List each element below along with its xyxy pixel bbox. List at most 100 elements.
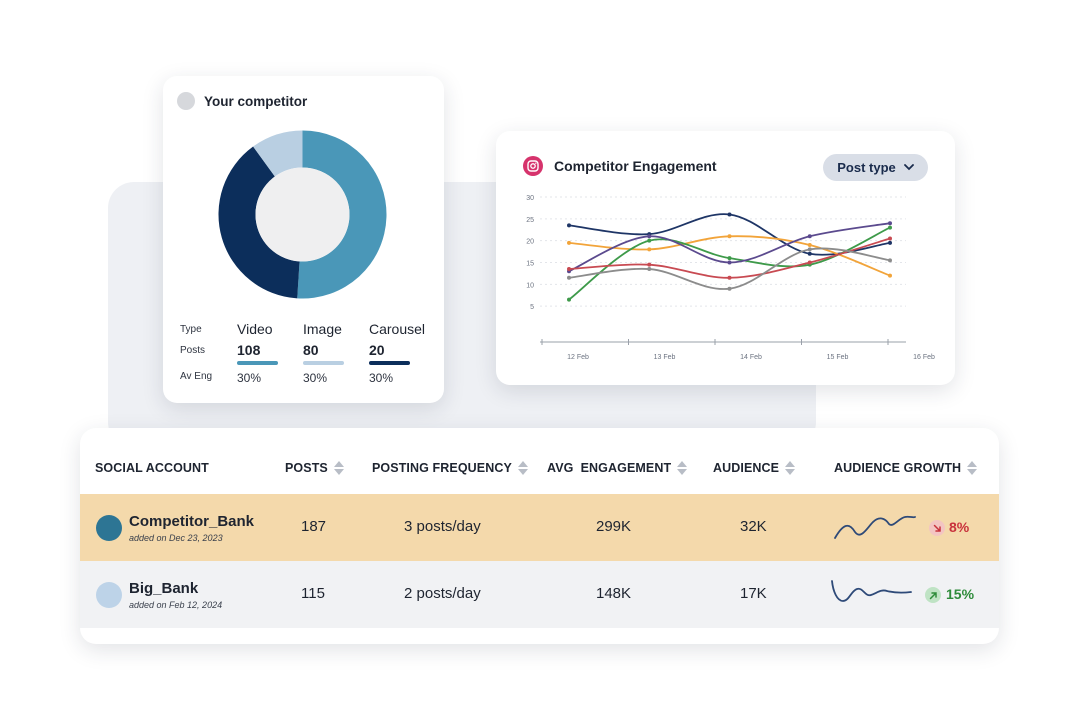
y-tick-label: 10 [526, 282, 534, 289]
series-gray-point [888, 258, 892, 263]
header-posting-frequency[interactable]: POSTING FREQUENCY [372, 461, 528, 475]
y-tick-label: 15 [526, 261, 534, 268]
series-navy-point [888, 240, 892, 245]
table-row[interactable]: Big_Bank added on Feb 12, 2024 115 2 pos… [80, 561, 999, 628]
series-orange-point [888, 273, 892, 278]
type-carousel-label: Carousel [369, 321, 426, 337]
series-red-point [807, 260, 812, 265]
engagement-cell: 299K [596, 518, 632, 535]
engagement-cell: 148K [596, 585, 632, 602]
series-gray-point [727, 286, 732, 291]
type-image-av-eng: 30% [303, 371, 328, 385]
header-audience-label: AUDIENCE [713, 461, 780, 475]
series-red-point [727, 275, 732, 280]
trend-up-icon [925, 587, 941, 603]
header-posts[interactable]: POSTS [285, 461, 344, 475]
account-name[interactable]: Big_Bank [129, 580, 199, 597]
sort-icon [967, 461, 978, 475]
table-row[interactable]: Competitor_Bank added on Dec 23, 2023 18… [80, 494, 999, 561]
sort-icon [677, 461, 688, 475]
account-avatar [96, 515, 122, 541]
av-eng-row-label: Av Eng [180, 371, 213, 382]
donut-slice-video [297, 130, 387, 299]
series-purple-point [888, 221, 892, 226]
series-navy-point [727, 212, 732, 217]
donut-center [255, 167, 350, 262]
header-audience[interactable]: AUDIENCE [713, 461, 796, 475]
series-purple-point [807, 234, 812, 239]
sort-icon [333, 461, 344, 475]
competitor-avatar [177, 92, 195, 110]
type-video-posts: 108 [237, 342, 261, 358]
y-tick-label: 20 [526, 239, 534, 246]
series-green-point [567, 297, 571, 302]
type-video-av-eng: 30% [237, 371, 262, 385]
type-video-label: Video [237, 321, 273, 337]
x-tick-label: 12 Feb [567, 354, 589, 361]
series-orange-point [807, 243, 812, 248]
donut-slice-carousel [218, 146, 300, 299]
growth-sparkline [834, 515, 916, 539]
y-tick-label: 30 [526, 195, 534, 202]
x-tick-label: 15 Feb [827, 354, 849, 361]
series-green-point [647, 238, 652, 243]
engagement-card-title: Competitor Engagement [554, 158, 717, 174]
engagement-line-chart: 5 10 15 20 25 30 12 Feb 13 Feb 14 Feb 15 Feb 16 Fe… [526, 195, 935, 361]
account-added-date: added on Dec 23, 2023 [129, 533, 223, 543]
donut-slice-image [253, 130, 303, 177]
post-type-dropdown[interactable]: Post type [823, 154, 928, 181]
header-audience-growth[interactable]: AUDIENCE GROWTH [834, 461, 978, 475]
y-tick-label: 5 [530, 304, 534, 311]
series-navy-point [807, 251, 812, 256]
growth-value: 8% [949, 519, 970, 535]
posts-row-label: Posts [180, 345, 206, 356]
header-avg-engagement[interactable]: AVG ENGAGEMENT [547, 461, 688, 475]
series-purple-point [727, 260, 732, 265]
account-avatar [96, 582, 122, 608]
header-posts-label: POSTS [285, 461, 328, 475]
account-name[interactable]: Competitor_Bank [129, 513, 255, 530]
series-green-point [888, 225, 892, 230]
header-avg-engagement-label: AVG ENGAGEMENT [547, 461, 672, 475]
competitor-card-title: Your competitor [204, 93, 308, 109]
x-tick-label: 14 Feb [740, 354, 762, 361]
type-image-bar [303, 361, 344, 365]
series-navy-point [567, 223, 571, 228]
series-gray-point [567, 275, 571, 280]
type-carousel-av-eng: 30% [369, 371, 394, 385]
chevron-down-icon [903, 164, 914, 171]
type-row-label: Type [180, 324, 202, 335]
type-carousel-bar [369, 361, 410, 365]
posts-cell: 115 [301, 585, 325, 602]
audience-cell: 32K [740, 518, 767, 535]
series-orange-point [647, 247, 652, 252]
series-red-point [888, 236, 892, 241]
frequency-cell: 3 posts/day [404, 518, 481, 535]
series-gray-line [568, 247, 891, 290]
engagement-card-header: Competitor Engagement [523, 156, 717, 176]
series-orange-point [727, 234, 732, 239]
type-image-posts: 80 [303, 342, 319, 358]
instagram-icon [523, 156, 543, 176]
post-type-dropdown-label: Post type [837, 160, 896, 175]
header-social-account-label: SOCIAL ACCOUNT [95, 461, 209, 475]
x-tick-label: 13 Feb [654, 354, 676, 361]
series-purple-point [647, 234, 652, 239]
growth-sparkline [831, 580, 912, 602]
type-image-label: Image [303, 321, 342, 337]
series-gray-point [807, 247, 812, 252]
series-orange-point [567, 240, 571, 245]
audience-cell: 17K [740, 585, 767, 602]
series-green-point [727, 256, 732, 261]
sort-icon [785, 461, 796, 475]
trend-down-icon [929, 520, 945, 536]
post-type-stats: Type Posts Av Eng Video 108 30% Image 80… [163, 320, 444, 390]
growth-value: 15% [946, 586, 975, 602]
series-red-point [567, 267, 571, 272]
posts-cell: 187 [301, 518, 327, 535]
competitor-table: SOCIAL ACCOUNT POSTS POSTING FREQUENCY A… [80, 428, 999, 644]
competitor-engagement-card: 5 10 15 20 25 30 12 Feb 13 Feb 14 Feb 15 Feb 16 Fe… [496, 131, 955, 385]
header-social-account[interactable]: SOCIAL ACCOUNT [95, 461, 209, 475]
sort-icon [517, 461, 528, 475]
series-orange-line [568, 235, 891, 277]
